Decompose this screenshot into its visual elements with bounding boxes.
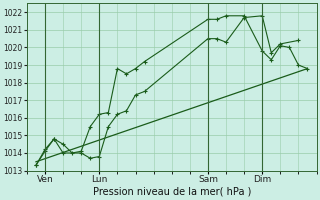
X-axis label: Pression niveau de la mer( hPa ): Pression niveau de la mer( hPa ) bbox=[92, 187, 251, 197]
